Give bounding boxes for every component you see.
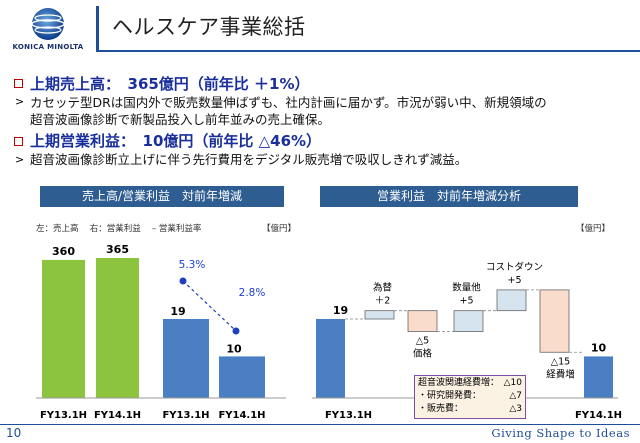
- profit-bar: [219, 356, 265, 398]
- profit-detail-line1: 超音波画像診断立上げに伴う先行費用をデジタル販売増で吸収しきれず減益。: [30, 152, 468, 167]
- profit-category-label: FY13.1H: [162, 410, 209, 421]
- sales-value-label: 360: [52, 245, 75, 258]
- sales-value-label: 365: [106, 243, 129, 256]
- tagline: Giving Shape to Ideas: [491, 426, 630, 440]
- right-chart-title: 営業利益 対前年増減分析: [320, 186, 578, 207]
- sales-detail-line2: 超音波画像診断で新製品投入し前年並みの売上確保。: [30, 112, 331, 127]
- waterfall-delta-bar: [496, 289, 527, 312]
- waterfall-step-value: +5: [459, 296, 473, 307]
- bullet-square-icon: [14, 79, 23, 88]
- sales-category-label: FY13.1H: [40, 410, 87, 421]
- page-number: 10: [6, 426, 22, 440]
- note-item-value: △3: [509, 404, 522, 414]
- waterfall-step-value: △5: [416, 335, 429, 346]
- waterfall-step-value: △15: [551, 356, 570, 367]
- left-chart-title: 売上高/営業利益 対前年増減: [40, 186, 284, 207]
- note-item-value: △7: [509, 391, 522, 401]
- logo-mark: [31, 8, 65, 40]
- waterfall-total-bar: [316, 319, 345, 398]
- title-accent-bar: [96, 6, 99, 50]
- waterfall-total-label: 10: [591, 341, 607, 354]
- waterfall-delta-bar: [453, 310, 484, 332]
- margin-point: [179, 277, 187, 285]
- waterfall-step-label: 価格: [413, 347, 433, 359]
- margin-value-label: 2.8%: [239, 287, 266, 299]
- waterfall-delta-bar: [539, 289, 570, 353]
- footer-divider: [0, 424, 640, 425]
- sales-bar: [96, 258, 139, 398]
- margin-line: [182, 280, 237, 332]
- waterfall-step-label: 経費増: [546, 368, 575, 380]
- left-chart-legend-note: 左：売上高 右：営業利益 – 営業利益率: [36, 224, 202, 234]
- sales-category-label: FY14.1H: [94, 410, 141, 421]
- sales-headline: 上期売上高： 365億円（前年比 ＋1%）: [30, 75, 310, 93]
- header-divider: [96, 50, 640, 52]
- arrow-bullet-icon: >: [15, 95, 25, 108]
- sales-detail-line1: カセッテ型DRは国内外で販売数量伸ばずも、社内計画に届かず。市況が弱い中、新規領…: [30, 95, 547, 110]
- arrow-bullet-icon: >: [15, 153, 25, 166]
- left-chart-unit: 【億円】: [262, 224, 297, 234]
- waterfall-step-label: コストダウン: [486, 261, 543, 273]
- profit-value-label: 10: [226, 342, 242, 355]
- waterfall-total-label: 19: [333, 304, 348, 317]
- waterfall-total-bar: [584, 356, 613, 398]
- margin-value-label: 5.3%: [179, 259, 206, 271]
- note-title-row: 超音波関連経費増： △10: [418, 377, 522, 390]
- note-item-sales: ・販売費： △3: [418, 403, 522, 416]
- note-item-rd: ・研究開発費： △7: [418, 390, 522, 403]
- right-chart-unit: 【億円】: [576, 224, 611, 234]
- waterfall-step-value: +5: [507, 275, 521, 286]
- note-title-value: △10: [503, 378, 522, 388]
- waterfall-delta-bar: [407, 310, 438, 332]
- profit-value-label: 19: [170, 305, 185, 318]
- note-item-label: ・販売費：: [418, 404, 464, 414]
- profit-headline: 上期営業利益： 10億円（前年比 △46%）: [30, 132, 322, 150]
- waterfall-delta-bar: [364, 310, 395, 320]
- waterfall-step-label: 数量他: [452, 282, 481, 294]
- bullet-square-icon: [14, 137, 23, 146]
- note-item-label: ・研究開発費：: [418, 391, 482, 401]
- profit-bar: [163, 319, 209, 398]
- waterfall-step-label: 為替: [373, 282, 393, 294]
- brand-name: KONICA MINOLTA: [12, 43, 84, 51]
- margin-point: [232, 327, 240, 335]
- ultrasound-cost-note: 超音波関連経費増： △10 ・研究開発費： △7 ・販売費： △3: [414, 375, 526, 419]
- waterfall-category-label: FY14.1H: [575, 410, 622, 421]
- page-title: ヘルスケア事業総括: [112, 15, 306, 39]
- note-title: 超音波関連経費増：: [418, 378, 500, 388]
- waterfall-category-label: FY13.1H: [325, 410, 372, 421]
- profit-category-label: FY14.1H: [218, 410, 265, 421]
- company-logo: KONICA MINOLTA: [0, 0, 96, 58]
- sales-bar: [42, 259, 85, 398]
- waterfall-step-value: ＋2: [375, 296, 391, 307]
